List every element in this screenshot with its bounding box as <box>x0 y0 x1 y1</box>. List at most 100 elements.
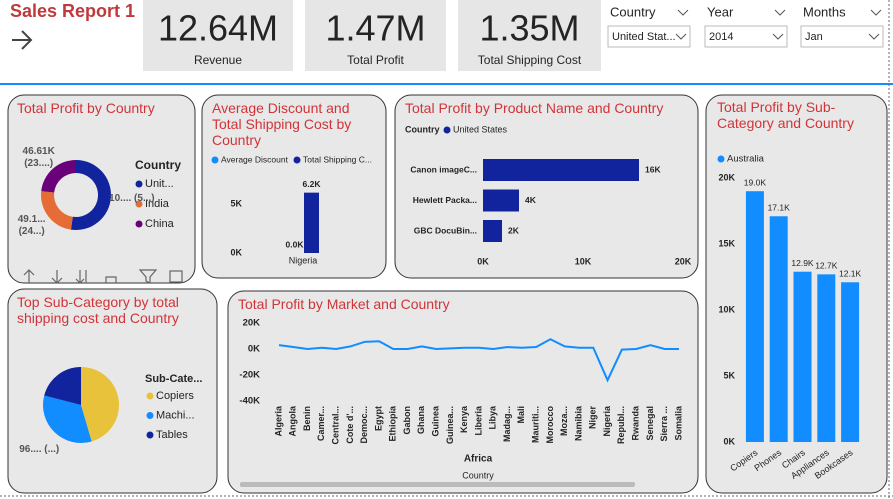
bar <box>817 274 836 442</box>
x-tick-label: Guinea <box>431 405 441 437</box>
x-tick-label: Morocco <box>545 406 555 444</box>
x-tick-label: Kenya <box>459 405 469 433</box>
x-tick-label: Nigeria <box>602 405 612 437</box>
x-tick-label: Central... <box>331 406 341 445</box>
x-tick-label: 20K <box>675 256 692 266</box>
y-tick-label: 0K <box>723 436 735 446</box>
legend-marker <box>135 220 143 228</box>
data-label: 19.0K <box>744 177 767 187</box>
slicer-chevron <box>677 9 689 16</box>
card <box>227 290 699 494</box>
legend-marker <box>146 431 154 439</box>
axis-group-label: Africa <box>464 454 493 465</box>
y-tick-label: 20K <box>243 318 261 329</box>
slicer-chevron <box>675 33 687 40</box>
slicer-value: United Stat... <box>612 31 676 43</box>
y-tick-label: 20K <box>718 172 735 182</box>
x-tick-label: 0K <box>477 256 489 266</box>
card <box>201 94 387 279</box>
x-tick-label: Liberia <box>473 405 483 436</box>
slicer-label: Country <box>610 4 656 19</box>
kpi-card <box>305 0 446 71</box>
data-label: 46.61K (23....) <box>22 145 55 169</box>
chart-title: Total Profit by Country <box>17 100 155 116</box>
data-label: 0.0K <box>286 239 305 249</box>
x-tick-label: Republ... <box>616 406 626 444</box>
x-tick-label: Angola <box>288 405 298 436</box>
bar <box>483 220 502 242</box>
pie-slice <box>81 367 119 442</box>
line-series <box>278 338 679 383</box>
legend-marker <box>135 180 143 188</box>
back-arrow[interactable] <box>12 30 33 50</box>
donut-slice <box>41 160 76 193</box>
legend-label: Unit... <box>145 178 174 190</box>
x-tick-label: Benin <box>302 406 312 431</box>
y-tick-label: -40K <box>239 396 260 407</box>
chart-title: Top Sub-Category by total shipping cost … <box>17 294 179 326</box>
bar <box>304 192 319 253</box>
legend-label: Copiers <box>156 390 194 402</box>
legend-label: China <box>145 218 175 230</box>
y-tick-label: GBC DocuBin... <box>414 225 477 235</box>
slicer-label: Months <box>803 4 846 19</box>
data-label: 12.9K <box>791 258 814 268</box>
y-tick-label: -20K <box>239 370 260 381</box>
legend-title: Country <box>135 158 181 172</box>
legend-label: Average Discount <box>221 154 289 164</box>
kpi-label: Total Profit <box>347 53 404 67</box>
legend-label: India <box>145 198 170 210</box>
slicer-chevron <box>870 9 882 16</box>
kpi-value: 12.64M <box>158 8 278 49</box>
x-tick-label: Cote d'... <box>345 406 355 444</box>
kpi-value: 1.47M <box>325 8 425 49</box>
x-tick-label: Ethiopia <box>388 405 398 441</box>
x-tick-label: Nigeria <box>289 255 318 265</box>
slicer-chevron <box>772 33 784 40</box>
legend-marker <box>146 392 154 400</box>
bar <box>483 159 639 181</box>
slicer-dropdown[interactable] <box>704 25 788 48</box>
legend-marker <box>146 412 154 419</box>
x-tick-label: Guinea... <box>445 406 455 444</box>
slicer-dropdown[interactable] <box>607 25 691 48</box>
legend-title: Country <box>405 124 440 134</box>
data-label: 49.1... (24...) <box>17 213 46 237</box>
y-tick-label: 0K <box>248 344 260 355</box>
donut-slice <box>70 160 111 230</box>
visual-toolbar <box>23 269 183 284</box>
x-axis-title: Country <box>462 470 494 480</box>
data-label: 10.... (5...) <box>109 192 155 204</box>
x-tick-label: 10K <box>575 256 592 266</box>
data-label: 96.... (...) <box>19 443 60 455</box>
chart-title: Average Discount and Total Shipping Cost… <box>212 100 352 148</box>
kpi-label: Revenue <box>194 53 242 67</box>
x-tick-label: Camer... <box>316 406 326 441</box>
x-tick-label: Namibia <box>573 405 583 441</box>
scrollbar[interactable] <box>240 482 635 487</box>
kpi-label: Total Shipping Cost <box>478 53 582 67</box>
data-label: 12.1K <box>839 269 862 279</box>
pie-slice <box>43 395 92 444</box>
x-tick-label: Democ... <box>359 406 369 444</box>
x-tick-label: Madag... <box>502 406 512 442</box>
legend-marker <box>135 200 143 208</box>
slicer-label: Year <box>707 4 734 19</box>
legend-title: Sub-Cate... <box>145 373 202 385</box>
slicer-chevron <box>774 9 786 16</box>
legend-marker <box>293 156 301 164</box>
legend-label: Machi... <box>156 409 195 421</box>
legend-label: Total Shipping C... <box>303 154 372 164</box>
legend-marker <box>717 155 725 163</box>
x-tick-label: Mauriti... <box>531 406 541 443</box>
slicer-dropdown[interactable] <box>800 25 884 48</box>
y-tick-label: Hewlett Packa... <box>413 195 477 205</box>
x-tick-label: Mali <box>516 406 526 424</box>
chart-title: Total Profit by Product Name and Country <box>405 100 664 116</box>
bar <box>841 282 860 442</box>
legend-marker <box>443 126 451 134</box>
x-tick-label: Somalia <box>673 405 683 441</box>
bar <box>769 216 788 442</box>
chart-title: Total Profit by Market and Country <box>238 296 450 312</box>
